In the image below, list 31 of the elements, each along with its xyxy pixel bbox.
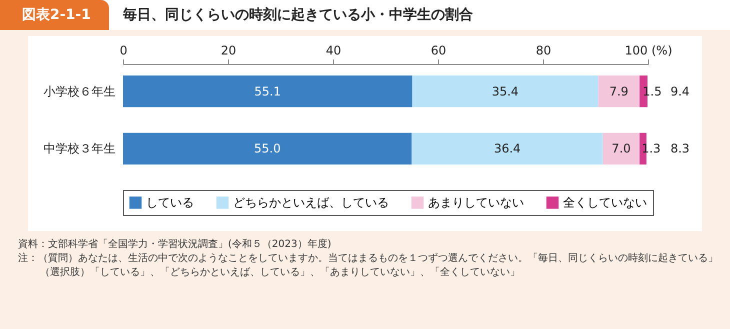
y-tick-label: 小学校６年生	[44, 84, 116, 98]
text: 9.4	[670, 84, 690, 98]
x-tick-label: 80	[536, 44, 552, 58]
text: 8.3	[670, 142, 690, 156]
data-label: 55.1	[254, 84, 281, 98]
text: （選択肢）「している」、「どちらかといえば、している」、「あまりしていない」、「全くしていない」	[39, 266, 521, 280]
x-tick-label: 40	[326, 44, 342, 58]
chart-title: 毎日、同じくらいの時刻に起きている小・中学生の割合	[122, 6, 473, 24]
x-tick-label: 60	[430, 44, 446, 58]
bar	[602, 132, 640, 165]
x-tick-label: 0	[120, 44, 128, 58]
x-tick-label: 100 (%)	[624, 44, 672, 58]
legend-label: している	[146, 196, 194, 210]
y-tick-label: 中学校３年生	[44, 142, 116, 156]
bar	[412, 75, 598, 108]
x-tick-label: 20	[220, 44, 236, 58]
legend-label: 全くしていない	[563, 196, 647, 210]
data-label: 55.0	[254, 142, 281, 156]
text: 図表2-1-1	[0, 0, 109, 30]
text: 注：（質問）あなたは、生活の中で次のようなことをしていますか。当てはまるものを１つずつ選んでください。「毎日、同じくらいの時刻に起きている」	[18, 252, 718, 266]
bar	[412, 132, 603, 165]
bar	[123, 132, 412, 165]
bar	[123, 75, 412, 108]
legend-label: どちらかといえば、している	[233, 196, 389, 210]
text: 資料：文部科学省「全国学力・学習状況調査」(令和５（2023）年度)	[18, 238, 332, 252]
data-label: 36.4	[494, 142, 521, 156]
legend-label: あまりしていない	[428, 196, 524, 210]
data-label: 7.0	[612, 142, 631, 156]
data-label: 35.4	[492, 84, 519, 98]
bar	[598, 75, 640, 108]
data-label: 7.9	[609, 84, 628, 98]
